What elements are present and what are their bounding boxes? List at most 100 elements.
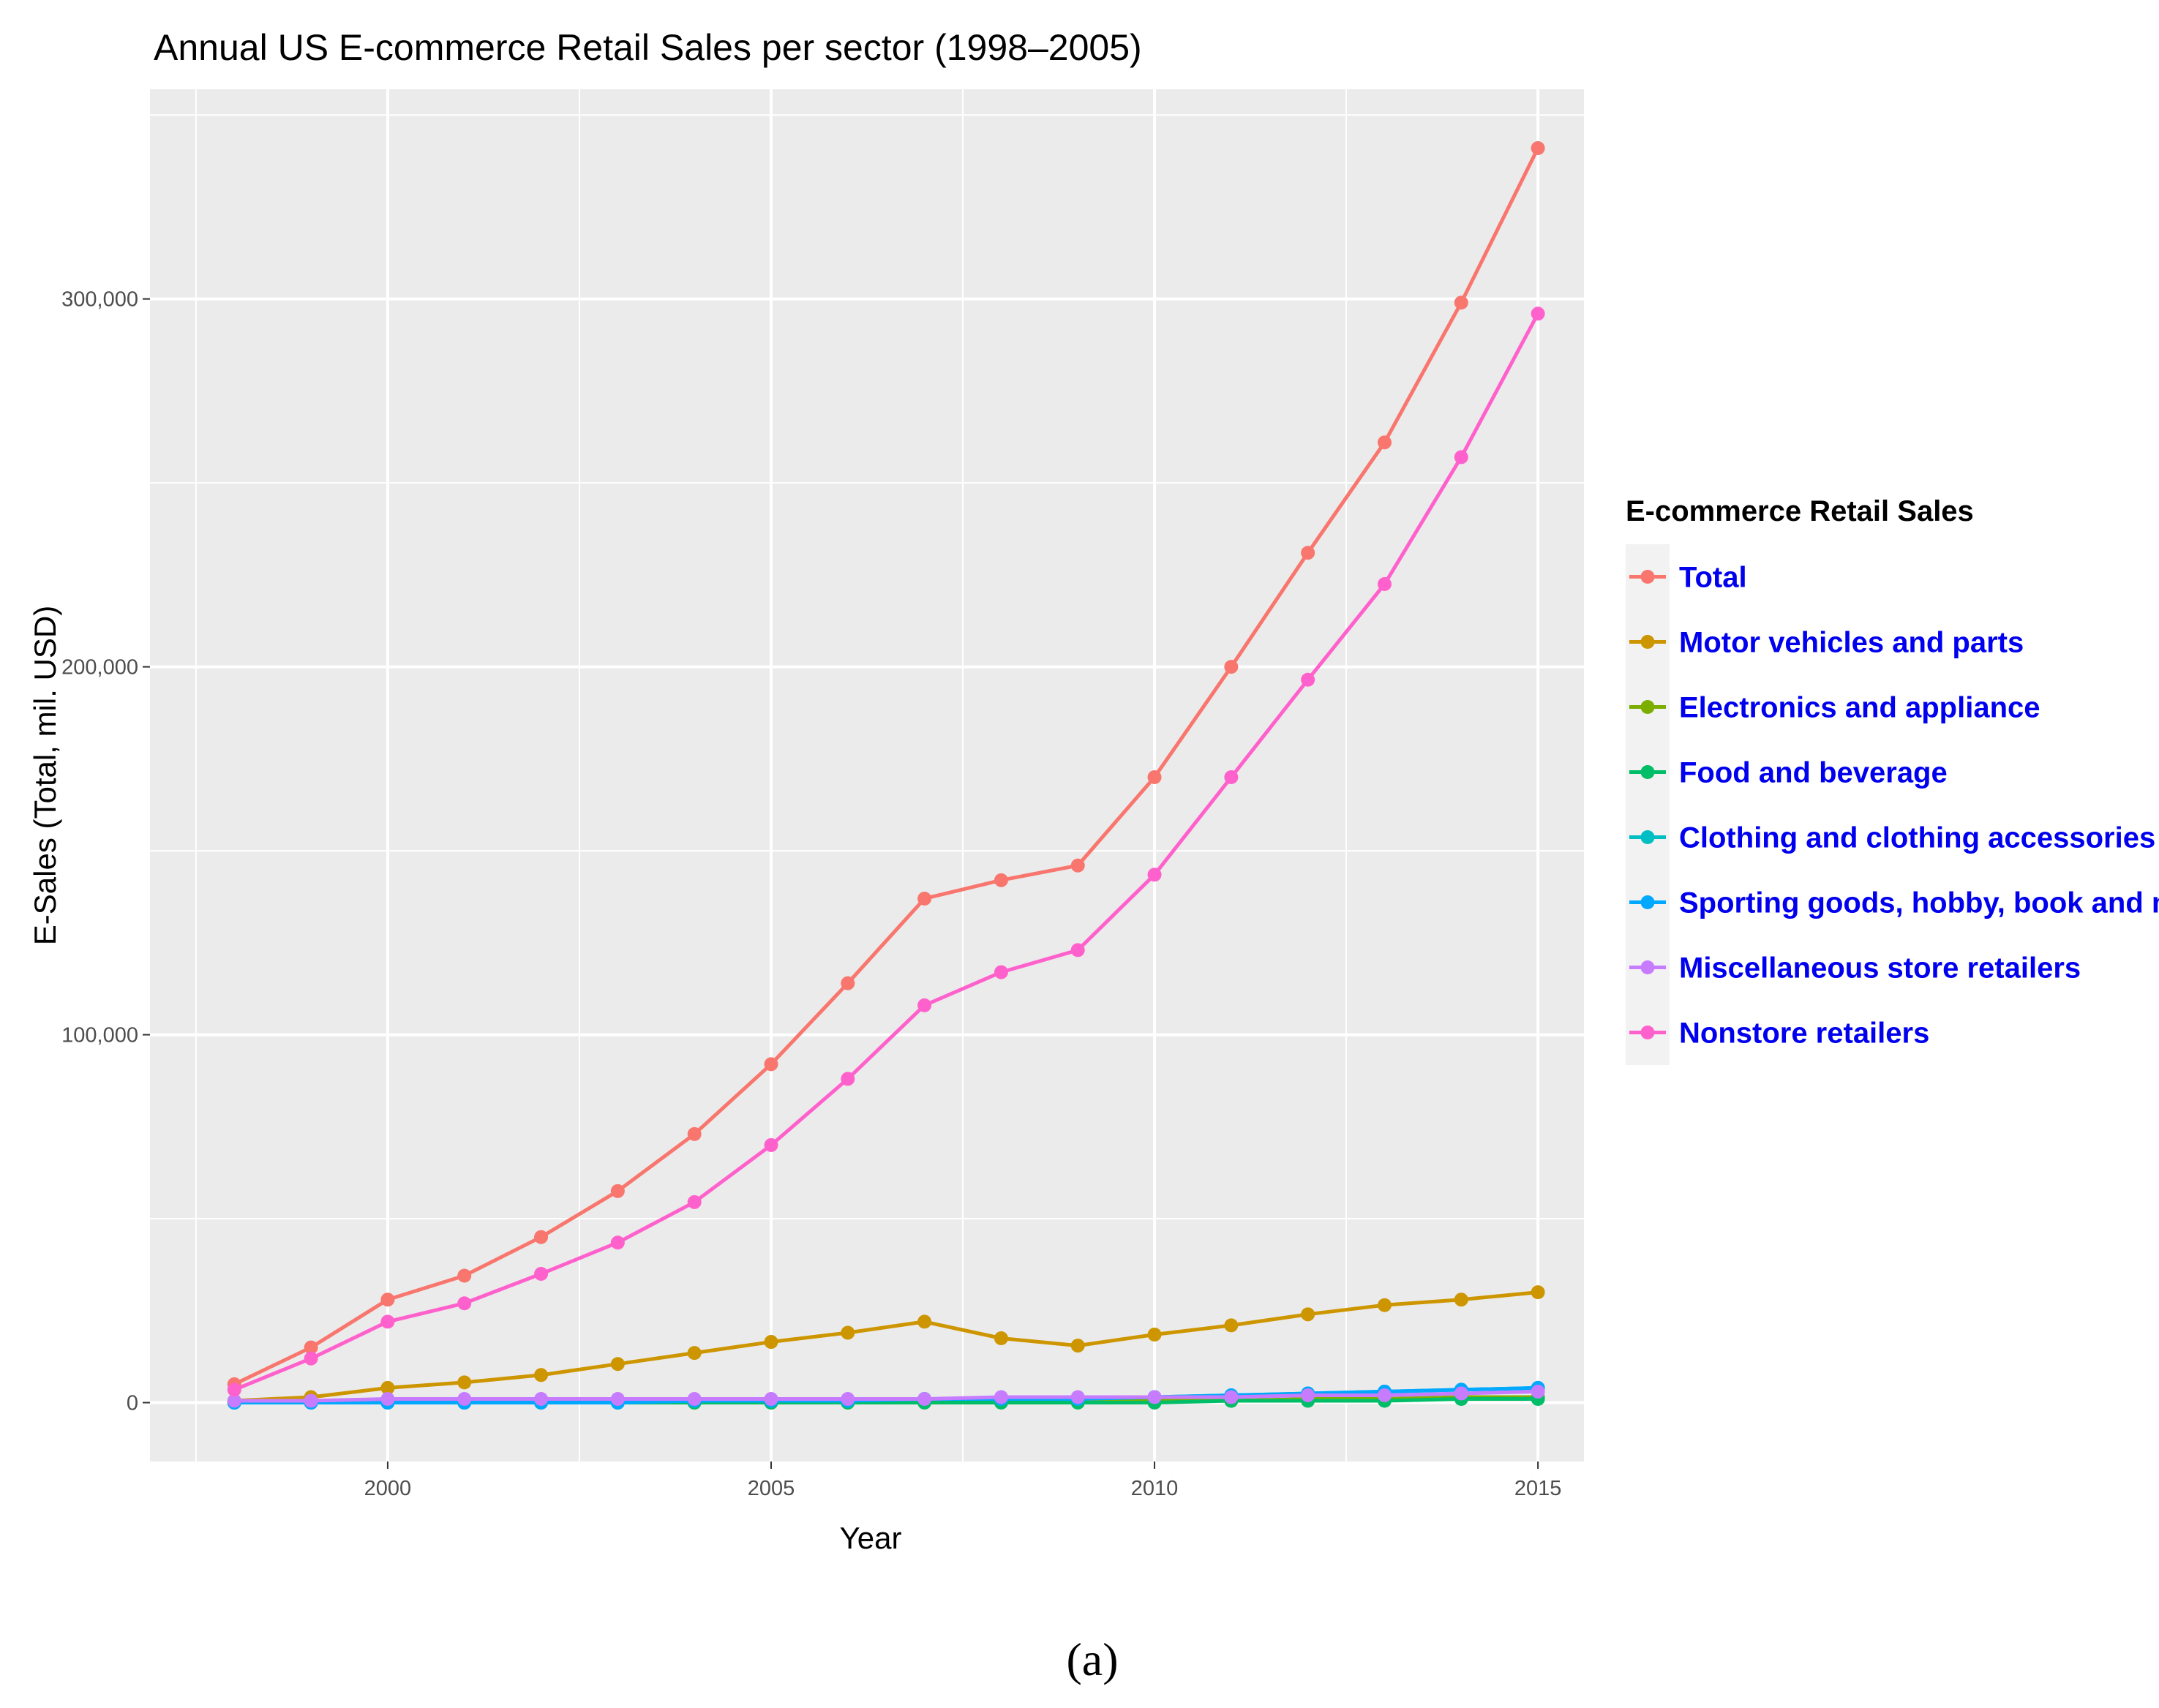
data-point (380, 1293, 395, 1307)
data-point (1531, 1384, 1545, 1399)
data-point (1454, 450, 1468, 464)
x-tick-label: 2005 (748, 1477, 795, 1500)
legend-label: Motor vehicles and parts (1679, 627, 2024, 659)
series-7 (227, 306, 1545, 1397)
series-line (234, 1290, 1539, 1403)
legend-key-point (1640, 895, 1655, 909)
data-point (457, 1268, 472, 1283)
legend-label: Miscellaneous store retailers (1679, 952, 2081, 985)
data-point (227, 1393, 241, 1408)
series-6 (227, 1384, 1545, 1408)
series-line (234, 1389, 1539, 1403)
data-point (534, 1230, 549, 1244)
legend-key-point (1640, 700, 1655, 714)
legend-item: Food and beverage (1629, 757, 1948, 789)
legend-label: Sporting goods, hobby, book and music (1679, 887, 2159, 919)
data-point (917, 891, 932, 906)
data-point (1070, 1339, 1085, 1353)
x-axis-title: Year (840, 1521, 902, 1555)
y-axis: 0 100,000 200,000 300,000 (61, 288, 150, 1415)
data-point (841, 1072, 855, 1086)
legend-label: Nonstore retailers (1679, 1017, 1929, 1050)
data-point (304, 1351, 318, 1366)
data-point (1070, 858, 1085, 873)
data-point (457, 1296, 472, 1311)
data-point (1454, 296, 1468, 310)
data-point (917, 1314, 932, 1329)
legend-key-point (1640, 765, 1655, 779)
data-point (1070, 1390, 1085, 1404)
data-point (841, 1325, 855, 1340)
legend-label: Food and beverage (1679, 757, 1948, 789)
data-point (841, 1391, 855, 1406)
data-point (610, 1391, 625, 1406)
data-point (1147, 868, 1162, 882)
data-point (994, 873, 1008, 887)
x-tick-label: 2015 (1514, 1477, 1562, 1500)
series-1 (227, 1285, 1545, 1408)
data-point (304, 1393, 318, 1408)
legend-key-point (1640, 635, 1655, 649)
series-line (233, 147, 1540, 1386)
data-point (1301, 1307, 1315, 1322)
data-point (1301, 672, 1315, 687)
x-axis: 2000 2005 2010 2015 (364, 1461, 1562, 1500)
data-point (1224, 660, 1239, 674)
legend: E-commerce Retail Sales Total Motor vehic… (1626, 495, 2159, 1065)
data-point (1531, 140, 1545, 155)
legend-key-point (1640, 570, 1655, 584)
data-point (610, 1357, 625, 1372)
y-tick-label: 200,000 (61, 656, 138, 680)
y-tick-label: 0 (127, 1392, 138, 1415)
data-point (457, 1391, 472, 1406)
x-tick-label: 2010 (1131, 1477, 1179, 1500)
data-point (1301, 1388, 1315, 1402)
data-point (1531, 1285, 1545, 1300)
data-point (534, 1391, 549, 1406)
data-point (994, 1331, 1008, 1346)
data-point (1224, 1390, 1239, 1404)
legend-item: Electronics and appliance (1629, 692, 2040, 724)
data-point (1377, 576, 1392, 591)
legend-item: Motor vehicles and parts (1629, 627, 2024, 659)
data-point (1147, 1390, 1162, 1404)
data-point (1147, 770, 1162, 785)
plot-panel (150, 89, 1584, 1461)
legend-item: Clothing and clothing accessories (1629, 822, 2155, 854)
data-point (457, 1375, 472, 1390)
data-point (304, 1340, 318, 1355)
legend-label: Electronics and appliance (1679, 692, 2040, 724)
figure-caption: (a) (1066, 1633, 1118, 1685)
data-point (534, 1266, 549, 1281)
data-point (1301, 546, 1315, 560)
legend-key-point (1640, 1026, 1655, 1039)
legend-item: Miscellaneous store retailers (1629, 952, 2081, 985)
data-point (1531, 306, 1545, 321)
data-point (1377, 1388, 1392, 1402)
data-point (687, 1126, 702, 1141)
legend-item: Nonstore retailers (1629, 1017, 1929, 1050)
y-tick-label: 100,000 (61, 1024, 138, 1047)
data-point (227, 1382, 241, 1397)
series-0 (227, 140, 1545, 1391)
series-line (233, 312, 1540, 1392)
legend-title: E-commerce Retail Sales (1626, 495, 1974, 527)
data-point (1377, 1298, 1392, 1312)
data-point (1454, 1386, 1468, 1401)
legend-item: Sporting goods, hobby, book and music (1629, 887, 2159, 919)
legend-label: Clothing and clothing accessories (1679, 822, 2155, 854)
legend-key-background (1626, 544, 1670, 1065)
data-point (380, 1380, 395, 1395)
data-point (1070, 943, 1085, 958)
data-point (917, 998, 932, 1012)
data-point (1377, 435, 1392, 450)
y-axis-title: E-Sales (Total, mil. USD) (28, 606, 62, 945)
legend-key-point (1640, 830, 1655, 844)
data-point (687, 1391, 702, 1406)
data-point (534, 1368, 549, 1382)
data-point (841, 976, 855, 990)
data-point (380, 1314, 395, 1329)
data-point (687, 1195, 702, 1209)
y-tick-label: 300,000 (61, 288, 138, 312)
